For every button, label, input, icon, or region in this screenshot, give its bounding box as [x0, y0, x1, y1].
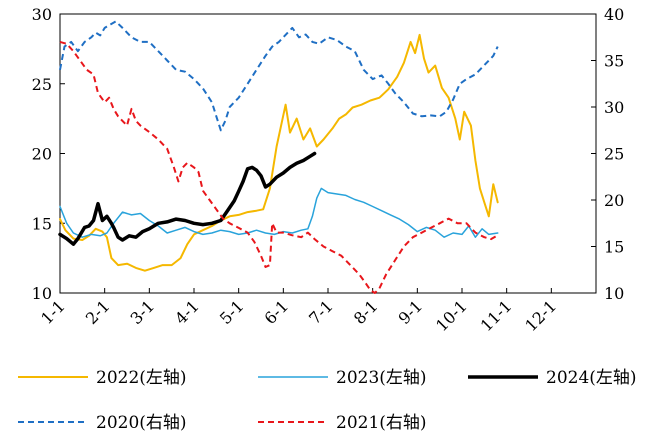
left-tick-label: 15 — [32, 214, 52, 233]
right-tick-label: 10 — [604, 284, 624, 303]
right-tick-label: 20 — [604, 191, 624, 210]
right-tick-label: 25 — [604, 145, 624, 164]
series-lines — [58, 20, 499, 294]
series-line-1 — [59, 187, 499, 238]
right-tick-label: 35 — [604, 52, 624, 71]
series-line-4 — [59, 40, 499, 294]
right-tick-label: 40 — [604, 5, 624, 24]
right-tick-label: 30 — [604, 98, 624, 117]
legend: 2022(左轴) 2023(左轴) 2024(左轴) 2020(右轴) 2021(右轴) — [18, 368, 637, 433]
left-tick-label: 25 — [32, 75, 52, 94]
legend-label-3: 2020(右轴) — [96, 413, 187, 433]
left-tick-label: 10 — [32, 284, 52, 303]
legend-label-4: 2021(右轴) — [336, 413, 427, 433]
legend-label-2: 2024(左轴) — [546, 368, 637, 388]
series-line-0 — [59, 33, 499, 272]
left-tick-label: 20 — [32, 145, 52, 164]
series-line-2 — [58, 151, 317, 246]
legend-label-0: 2022(左轴) — [96, 368, 187, 388]
legend-label-1: 2023(左轴) — [336, 368, 427, 388]
right-tick-label: 15 — [604, 238, 624, 257]
left-tick-label: 30 — [32, 5, 52, 24]
